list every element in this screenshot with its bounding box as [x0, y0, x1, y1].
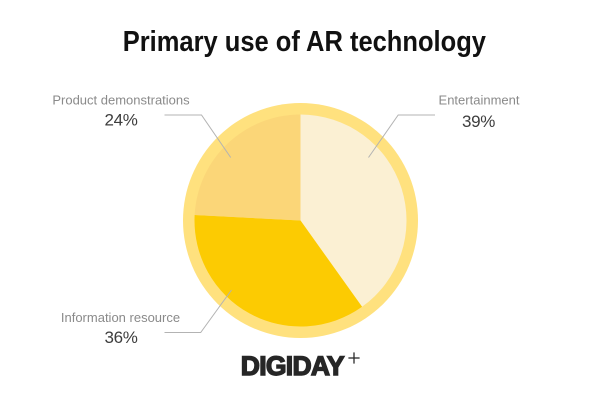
svg-text:Product demonstrations: Product demonstrations	[52, 93, 190, 108]
svg-text:DIGIDAY: DIGIDAY	[241, 351, 345, 381]
svg-text:39%: 39%	[462, 112, 495, 131]
svg-text:Primary use of AR technology: Primary use of AR technology	[123, 26, 486, 58]
svg-text:24%: 24%	[104, 111, 137, 130]
svg-text:Information resource: Information resource	[61, 310, 180, 325]
svg-text:Entertainment: Entertainment	[439, 93, 520, 108]
svg-text:36%: 36%	[104, 328, 137, 347]
